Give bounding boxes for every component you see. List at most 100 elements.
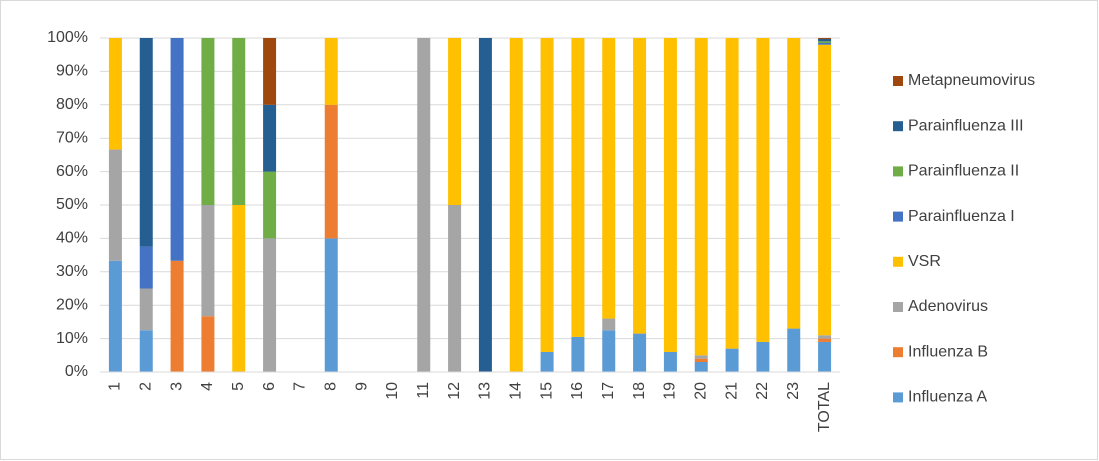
bar-segment <box>509 38 523 372</box>
bar-segment <box>694 355 708 359</box>
bar-segment <box>818 338 832 342</box>
bar-segment <box>448 205 462 372</box>
bar-segment <box>324 38 338 105</box>
legend-label: Influenza B <box>908 343 988 360</box>
bar-segment <box>139 38 153 247</box>
y-tick-label: 70% <box>56 129 88 146</box>
legend-label: Adenovirus <box>908 298 988 315</box>
bar-segment <box>756 341 770 372</box>
bar-segment <box>571 336 585 372</box>
bar-segment <box>725 348 739 372</box>
bar-segment <box>108 38 122 150</box>
x-tick-label: 4 <box>199 382 216 391</box>
bar-segment <box>818 341 832 372</box>
bar-segment <box>818 335 832 339</box>
legend-label: Parainfluenza II <box>908 163 1019 180</box>
bar-segment <box>633 333 647 372</box>
bar-segment <box>787 38 801 329</box>
bar-segment <box>818 41 832 44</box>
x-tick-label: 13 <box>477 382 494 400</box>
x-tick-label: TOTAL <box>816 382 833 432</box>
y-tick-label: 10% <box>56 330 88 347</box>
y-tick-label: 40% <box>56 230 88 247</box>
legend-label: Parainfluenza I <box>908 208 1015 225</box>
bar-segment <box>818 44 832 336</box>
legend-swatch <box>893 166 903 177</box>
bar-segment <box>602 38 616 319</box>
legend-label: Parainfluenza III <box>908 117 1024 134</box>
bar-segment <box>170 260 184 372</box>
legend-swatch <box>893 347 903 358</box>
bar-segment <box>602 318 616 331</box>
x-tick-label: 9 <box>353 382 370 391</box>
x-tick-label: 6 <box>261 382 278 391</box>
x-tick-label: 14 <box>507 382 524 400</box>
legend-swatch <box>893 256 903 267</box>
legend-swatch <box>893 76 903 86</box>
y-tick-label: 80% <box>56 96 88 113</box>
bar-segment <box>201 38 215 205</box>
x-tick-label: 15 <box>538 382 555 400</box>
x-tick-label: 2 <box>137 382 154 391</box>
y-tick-label: 50% <box>56 196 88 213</box>
bar-segment <box>139 330 153 372</box>
bar-segment <box>725 38 739 349</box>
bar-segment <box>263 104 277 172</box>
bar-segment <box>694 358 708 362</box>
bar-segment <box>818 39 832 42</box>
bar-segment <box>448 38 462 205</box>
x-tick-label: 12 <box>446 382 463 400</box>
legend-label: Influenza A <box>908 389 988 406</box>
legend-swatch <box>893 211 903 222</box>
legend-swatch <box>893 392 903 403</box>
bar-segment <box>139 288 153 331</box>
bar-segment <box>756 38 770 342</box>
bar-segment <box>324 238 338 372</box>
bar-segment <box>818 38 832 40</box>
x-tick-label: 3 <box>168 382 185 391</box>
bar-segment <box>108 260 122 372</box>
x-tick-label: 1 <box>107 382 124 391</box>
bar-segment <box>263 38 277 105</box>
bar-segment <box>324 104 338 239</box>
bar-segment <box>232 38 246 205</box>
y-tick-label: 100% <box>47 29 88 46</box>
bar-segment <box>787 328 801 372</box>
bar-segment <box>663 351 677 372</box>
bar-segment <box>263 238 277 372</box>
bar-segment <box>602 330 616 372</box>
bar-segment <box>818 43 832 45</box>
bar-segment <box>170 38 184 261</box>
x-tick-label: 5 <box>230 382 247 391</box>
x-tick-label: 10 <box>384 382 401 400</box>
bar-segment <box>263 171 277 239</box>
legend-label: VSR <box>908 253 941 270</box>
bar-segment <box>232 205 246 372</box>
bar-segment <box>201 316 215 372</box>
bar-segment <box>139 246 153 289</box>
x-tick-label: 21 <box>723 382 740 400</box>
x-tick-label: 23 <box>785 382 802 400</box>
x-tick-label: 22 <box>754 382 771 400</box>
bar-segment <box>540 351 554 372</box>
x-tick-label: 16 <box>569 382 586 400</box>
bar-segment <box>201 205 215 317</box>
y-tick-label: 60% <box>56 163 88 180</box>
bar-segment <box>571 38 585 337</box>
bar-segment <box>663 38 677 352</box>
x-tick-label: 20 <box>692 382 709 400</box>
x-tick-label: 7 <box>292 382 309 391</box>
x-tick-label: 17 <box>600 382 617 400</box>
bar-segment <box>108 149 122 261</box>
y-tick-label: 30% <box>56 263 88 280</box>
x-tick-label: 19 <box>662 382 679 400</box>
legend-label: Metapneumovirus <box>908 72 1035 89</box>
x-tick-label: 18 <box>631 382 648 400</box>
bar-segment <box>694 38 708 356</box>
bar-segment <box>540 38 554 352</box>
x-tick-label: 11 <box>415 382 432 399</box>
bar-segment <box>694 361 708 372</box>
x-tick-label: 8 <box>322 382 339 391</box>
bar-segment <box>417 38 431 372</box>
